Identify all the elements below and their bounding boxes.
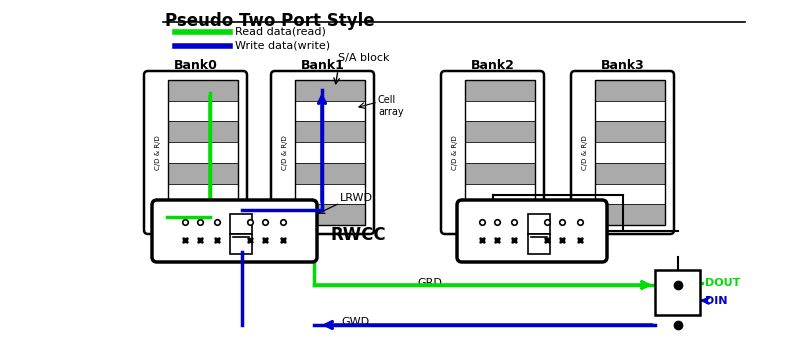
Bar xyxy=(595,142,665,163)
Bar xyxy=(465,80,535,101)
Bar xyxy=(295,101,365,121)
Text: W: W xyxy=(234,239,247,249)
Bar xyxy=(168,184,238,204)
Text: R: R xyxy=(534,219,543,229)
Bar xyxy=(595,121,665,142)
Bar xyxy=(595,184,665,204)
FancyBboxPatch shape xyxy=(441,71,544,234)
Text: Bank3: Bank3 xyxy=(601,59,644,72)
Bar xyxy=(465,163,535,184)
Text: GWD: GWD xyxy=(341,317,369,327)
Text: I/O: I/O xyxy=(668,286,687,299)
Bar xyxy=(295,163,365,184)
Text: LRWD: LRWD xyxy=(340,193,373,203)
Bar xyxy=(295,204,365,225)
Bar xyxy=(465,184,535,204)
FancyBboxPatch shape xyxy=(271,71,374,234)
Text: GRD: GRD xyxy=(418,278,442,288)
Text: C/D & R/D: C/D & R/D xyxy=(582,135,588,170)
Bar xyxy=(595,101,665,121)
Bar xyxy=(168,121,238,142)
Text: Bank2: Bank2 xyxy=(470,59,514,72)
Bar xyxy=(295,80,365,101)
FancyBboxPatch shape xyxy=(571,71,674,234)
Bar xyxy=(230,234,252,254)
Bar xyxy=(168,142,238,163)
Bar xyxy=(295,121,365,142)
Text: C/D & R/D: C/D & R/D xyxy=(282,135,288,170)
Text: S/A block: S/A block xyxy=(338,53,390,63)
Bar xyxy=(168,204,238,225)
Bar xyxy=(168,80,238,225)
Bar xyxy=(295,184,365,204)
Text: Bank0: Bank0 xyxy=(174,59,218,72)
Text: C/D & R/D: C/D & R/D xyxy=(155,135,161,170)
Text: R: R xyxy=(237,219,245,229)
FancyBboxPatch shape xyxy=(152,200,317,262)
Bar xyxy=(528,234,550,254)
Text: Cell
array: Cell array xyxy=(378,95,404,117)
FancyBboxPatch shape xyxy=(144,71,247,234)
Text: DIN: DIN xyxy=(705,295,727,306)
Bar xyxy=(655,270,700,315)
Bar xyxy=(230,214,252,234)
Bar xyxy=(465,142,535,163)
Text: Write data(write): Write data(write) xyxy=(235,41,330,51)
Text: Pseudo Two Port Style: Pseudo Two Port Style xyxy=(165,12,374,30)
Bar xyxy=(168,163,238,184)
Bar xyxy=(168,80,238,101)
Bar xyxy=(528,214,550,234)
Text: W: W xyxy=(533,239,545,249)
Bar xyxy=(595,163,665,184)
Text: RWCC: RWCC xyxy=(330,226,386,244)
Bar xyxy=(595,204,665,225)
Bar xyxy=(465,101,535,121)
Text: Read data(read): Read data(read) xyxy=(235,27,326,37)
FancyBboxPatch shape xyxy=(457,200,607,262)
Bar xyxy=(595,80,665,101)
Bar xyxy=(465,121,535,142)
Text: DOUT: DOUT xyxy=(705,278,740,289)
Bar xyxy=(465,204,535,225)
Bar xyxy=(295,142,365,163)
Bar xyxy=(295,80,365,225)
Bar xyxy=(595,80,665,225)
Text: C/D & R/D: C/D & R/D xyxy=(452,135,458,170)
Bar xyxy=(168,101,238,121)
Text: Bank1: Bank1 xyxy=(301,59,345,72)
Bar xyxy=(465,80,535,225)
